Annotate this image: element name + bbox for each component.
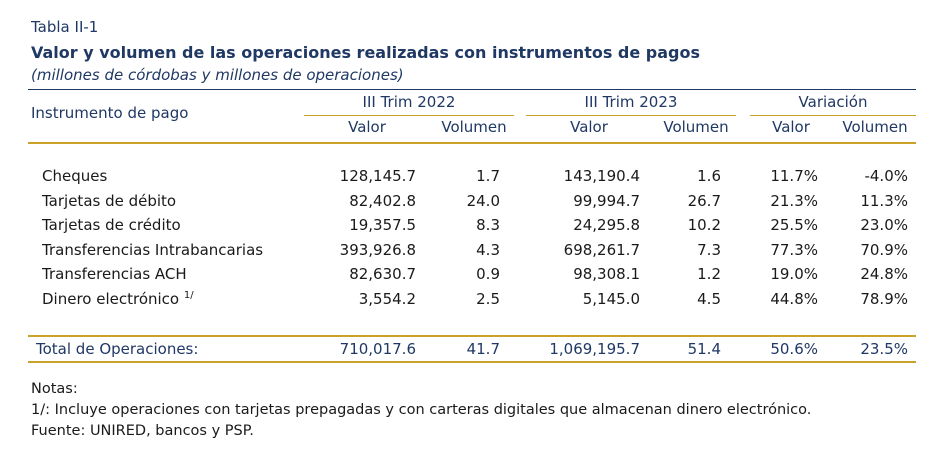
table-cell: 19,357.5 [349,216,416,234]
table-cell: 5,145.0 [582,290,640,308]
table-cell: 44.8% [770,290,818,308]
table-cell: 1.7 [476,167,500,185]
table-cell: 0.9 [476,265,500,283]
table-cell: 78.9% [860,290,908,308]
note-line: Fuente: UNIRED, bancos y PSP. [31,423,254,439]
row-instrument-name: Dinero electrónico 1/ [42,290,194,308]
table-cell: 1.6 [697,167,721,185]
table-cell: 4.5 [697,290,721,308]
total-bottom-rule [28,361,916,363]
subcol-header: Volumen [663,118,729,136]
table-cell: 19.0% [770,265,818,283]
table-cell: 98,308.1 [573,265,640,283]
row-instrument-label: Transferencias Intrabancarias [42,241,264,259]
table-subtitle: (millones de córdobas y millones de oper… [31,66,404,84]
total-label: Total de Operaciones: [36,340,199,358]
table-cell: 11.7% [770,167,818,185]
table-cell: 143,190.4 [563,167,640,185]
table-cell: 25.5% [770,216,818,234]
total-cell: 710,017.6 [339,340,416,358]
row-instrument-name: Tarjetas de crédito [42,216,181,234]
row-instrument-name: Transferencias Intrabancarias [42,241,263,259]
total-cell: 41.7 [466,340,500,358]
table-cell: 698,261.7 [563,241,640,259]
table-label: Tabla II-1 [31,18,99,36]
notes-heading: Notas: [31,381,78,397]
total-cell: 1,069,195.7 [549,340,640,358]
row-instrument-label: Dinero electrónico [42,290,180,308]
subcol-header: Volumen [441,118,507,136]
table-cell: 1.2 [697,265,721,283]
group-header-variacion: Variación [798,93,868,111]
table-cell: 8.3 [476,216,500,234]
row-instrument-label: Tarjetas de débito [42,192,177,210]
row-instrument-name: Transferencias ACH [42,265,187,283]
table-cell: 7.3 [697,241,721,259]
total-cell: 50.6% [770,340,818,358]
table-cell: 2.5 [476,290,500,308]
row-instrument-label: Cheques [42,167,108,185]
header-rule [28,142,916,144]
table-cell: 10.2 [687,216,721,234]
table-cell: 70.9% [860,241,908,259]
subcol-header: Volumen [842,118,908,136]
table-cell: 11.3% [860,192,908,210]
table-title: Valor y volumen de las operaciones reali… [31,43,701,62]
table-cell: 393,926.8 [339,241,416,259]
total-cell: 51.4 [687,340,721,358]
table-cell: -4.0% [864,167,908,185]
table-cell: 26.7 [687,192,721,210]
row-instrument-name: Cheques [42,167,107,185]
group-header-2022: III Trim 2022 [362,93,456,111]
top-rule [28,89,916,90]
row-instrument-name: Tarjetas de débito [42,192,176,210]
table-cell: 77.3% [770,241,818,259]
group-header-2023: III Trim 2023 [584,93,678,111]
table-cell: 99,994.7 [573,192,640,210]
table-cell: 24.8% [860,265,908,283]
table-cell: 24,295.8 [573,216,640,234]
total-cell: 23.5% [860,340,908,358]
subcol-header: Valor [772,118,810,136]
table-cell: 21.3% [770,192,818,210]
table-cell: 4.3 [476,241,500,259]
table-cell: 82,402.8 [349,192,416,210]
table-cell: 82,630.7 [349,265,416,283]
total-top-rule [28,335,916,337]
table-cell: 23.0% [860,216,908,234]
subcol-header: Valor [570,118,608,136]
table-cell: 128,145.7 [339,167,416,185]
table-cell: 24.0 [466,192,500,210]
note-line: 1/: Incluye operaciones con tarjetas pre… [31,402,812,418]
row-instrument-label: Tarjetas de crédito [42,216,181,234]
table-cell: 3,554.2 [358,290,416,308]
footnote-marker: 1/ [183,290,194,301]
group-rule-variacion [750,115,916,116]
instrument-header: Instrumento de pago [31,104,189,122]
subcol-header: Valor [348,118,386,136]
group-rule-2022 [304,115,514,116]
row-instrument-label: Transferencias ACH [42,265,187,283]
group-rule-2023 [526,115,736,116]
